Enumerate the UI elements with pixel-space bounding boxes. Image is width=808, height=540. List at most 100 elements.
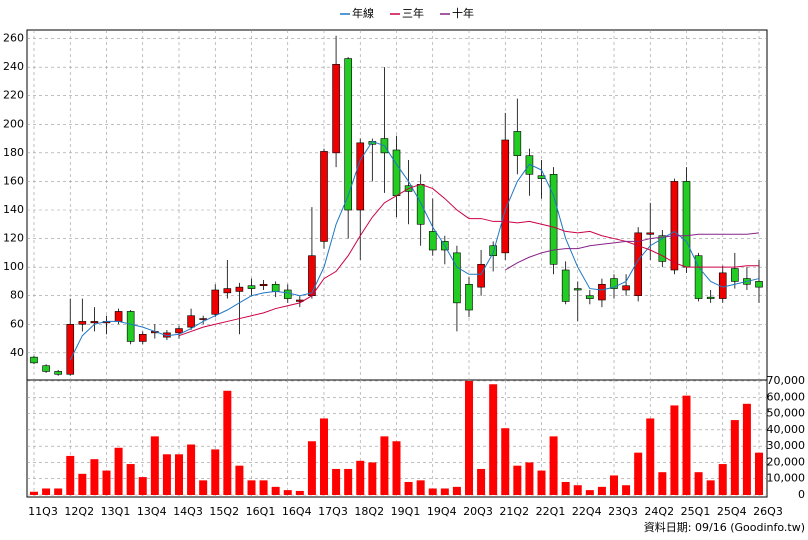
candle-body	[622, 285, 630, 291]
x-tick-label: 15Q2	[209, 505, 239, 518]
y-tick-label: 60	[10, 317, 24, 330]
y2-tick-label: 10,000	[767, 472, 806, 485]
candle-body	[138, 333, 147, 342]
candle-body	[501, 139, 510, 254]
volume-bar	[501, 428, 510, 495]
y-tick-label: 160	[3, 174, 24, 187]
candle-body	[598, 283, 606, 301]
volume-bar	[730, 420, 739, 495]
volume-bar	[90, 459, 99, 495]
volume-bar	[634, 452, 643, 495]
volume-bar	[42, 488, 51, 495]
y-tick-label: 140	[3, 203, 24, 216]
volume-bar	[622, 485, 631, 495]
x-tick-label: 25Q1	[681, 505, 711, 518]
candle-body	[428, 231, 437, 251]
candle-body	[670, 181, 679, 271]
x-tick-label: 22Q1	[536, 505, 566, 518]
volume-bar	[525, 462, 534, 495]
x-tick-label: 26Q3	[753, 505, 783, 518]
y-tick-label: 80	[10, 289, 24, 302]
candle-body	[175, 328, 183, 334]
y-tick-label: 200	[3, 117, 24, 130]
volume-bar	[223, 390, 232, 495]
x-tick-label: 16Q1	[246, 505, 276, 518]
candle-body	[658, 235, 667, 262]
candle-body	[42, 365, 50, 372]
volume-bar	[368, 462, 377, 495]
volume-bar	[235, 465, 244, 495]
volume-bar	[392, 441, 401, 495]
volume-bar	[452, 486, 461, 495]
y2-tick-label: 0	[798, 488, 805, 501]
candle-body	[199, 318, 207, 320]
x-tick-label: 23Q3	[608, 505, 638, 518]
volume-bar	[465, 381, 473, 495]
volume-bar	[404, 481, 413, 495]
volume-bar	[755, 452, 763, 495]
volume-bar	[332, 468, 341, 495]
footer: 資料日期: 09/16 (Goodinfo.tw)	[644, 520, 805, 534]
volume-bar	[513, 465, 522, 495]
volume-bar	[682, 395, 691, 495]
volume-bar	[307, 441, 316, 495]
volume-bar	[718, 464, 727, 495]
candle-body	[283, 289, 292, 299]
candle-body	[706, 296, 715, 299]
x-tick-label: 11Q3	[28, 505, 58, 518]
candle-body	[54, 371, 62, 375]
y-tick-label: 240	[3, 60, 24, 73]
volume-bar	[561, 481, 570, 495]
y-tick-label: 220	[3, 89, 24, 102]
x-tick-label: 12Q2	[64, 505, 94, 518]
y2-tick-label: 70,000	[767, 374, 806, 387]
legend-label: 三年	[402, 6, 424, 20]
x-tick-label: 25Q4	[717, 505, 747, 518]
candle-body	[320, 151, 328, 242]
candle-body	[489, 245, 497, 257]
y-tick-label: 40	[10, 346, 24, 359]
candle-body	[586, 295, 594, 299]
candle-body	[477, 263, 485, 288]
candle-body	[332, 63, 340, 154]
candle-body	[610, 278, 618, 289]
candle-body	[271, 283, 280, 292]
volume-bar	[477, 468, 486, 495]
volume-bar	[646, 418, 655, 495]
volume-bar	[199, 480, 208, 495]
candle-body	[731, 268, 739, 282]
volume-bar	[610, 475, 618, 495]
volume-bar	[658, 472, 667, 495]
x-tick-label: 14Q3	[173, 505, 203, 518]
volume-bar	[30, 491, 38, 495]
candle-body	[90, 321, 99, 324]
candle-body	[259, 283, 268, 287]
x-tick-label: 17Q3	[318, 505, 348, 518]
volume-bar	[150, 436, 159, 495]
volume-bar	[694, 472, 703, 495]
volume-bar	[585, 490, 594, 495]
volume-bar	[320, 418, 328, 495]
candle-body	[465, 283, 473, 311]
volume-bar	[102, 470, 111, 495]
volume-bar	[187, 444, 196, 495]
candle-body	[126, 311, 135, 342]
candle-body	[223, 288, 232, 294]
volume-bar	[271, 486, 280, 495]
candle-body	[114, 311, 123, 322]
x-tick-label: 24Q2	[644, 505, 674, 518]
volume-bar	[549, 436, 558, 495]
candle-body	[211, 289, 220, 315]
volume-bar	[597, 486, 606, 495]
candle-body	[561, 269, 570, 302]
volume-bar	[126, 464, 135, 495]
candle-body	[356, 142, 365, 211]
candle-body	[78, 321, 87, 325]
x-tick-label: 13Q4	[137, 505, 167, 518]
volume-bar	[54, 488, 63, 495]
x-tick-label: 22Q4	[572, 505, 602, 518]
x-tick-label: 20Q3	[463, 505, 493, 518]
volume-panel	[26, 379, 768, 498]
